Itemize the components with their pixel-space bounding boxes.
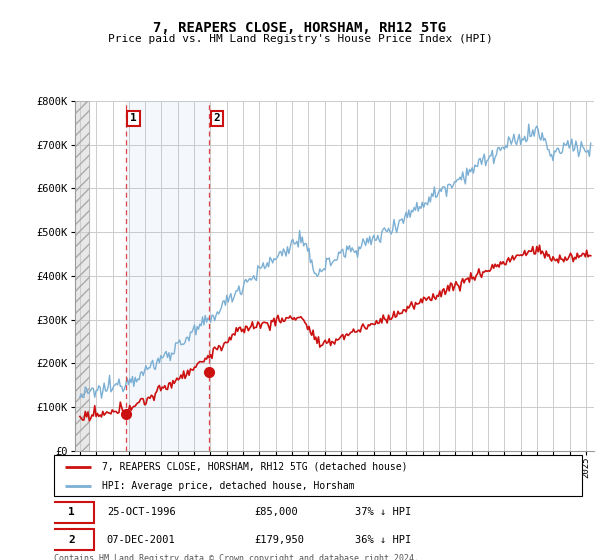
Text: Contains HM Land Registry data © Crown copyright and database right 2024.
This d: Contains HM Land Registry data © Crown c… (54, 554, 419, 560)
Bar (126, 101, 209, 451)
Text: 7, REAPERS CLOSE, HORSHAM, RH12 5TG (detached house): 7, REAPERS CLOSE, HORSHAM, RH12 5TG (det… (101, 461, 407, 472)
Text: 1: 1 (130, 113, 137, 123)
Text: 2: 2 (214, 113, 220, 123)
Text: 2: 2 (68, 535, 75, 544)
Text: 37% ↓ HPI: 37% ↓ HPI (355, 507, 411, 517)
FancyBboxPatch shape (49, 529, 94, 550)
Text: 1: 1 (68, 507, 75, 517)
Bar (75, 101, 89, 451)
Text: HPI: Average price, detached house, Horsham: HPI: Average price, detached house, Hors… (101, 480, 354, 491)
Bar (75, 101, 89, 451)
Text: £179,950: £179,950 (254, 535, 305, 544)
Text: 36% ↓ HPI: 36% ↓ HPI (355, 535, 411, 544)
Text: £85,000: £85,000 (254, 507, 298, 517)
FancyBboxPatch shape (49, 502, 94, 522)
Text: 7, REAPERS CLOSE, HORSHAM, RH12 5TG: 7, REAPERS CLOSE, HORSHAM, RH12 5TG (154, 21, 446, 35)
Text: Price paid vs. HM Land Registry's House Price Index (HPI): Price paid vs. HM Land Registry's House … (107, 34, 493, 44)
Text: 25-OCT-1996: 25-OCT-1996 (107, 507, 176, 517)
Text: 07-DEC-2001: 07-DEC-2001 (107, 535, 176, 544)
